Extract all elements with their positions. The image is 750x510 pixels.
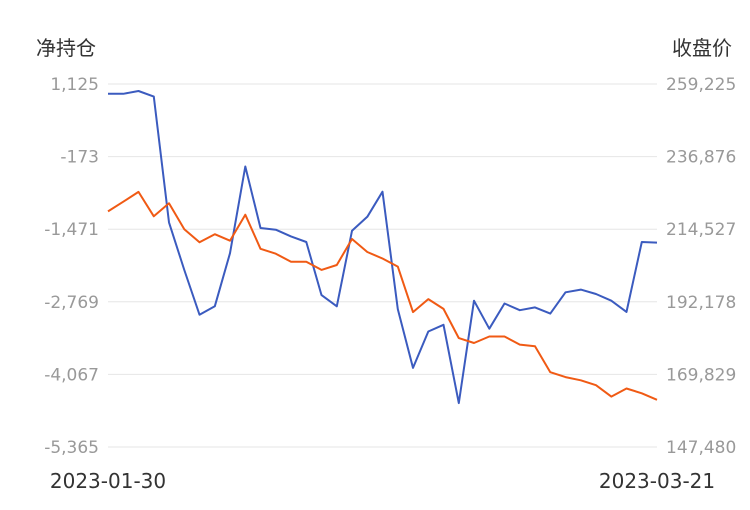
- left-axis-title: 净持仓: [36, 36, 96, 60]
- left-tick-label: -5,365: [44, 438, 99, 458]
- right-axis-title: 收盘价: [672, 36, 732, 60]
- right-tick-label: 192,178: [666, 293, 736, 313]
- gridlines: [108, 83, 657, 448]
- series-lines: [107, 90, 658, 405]
- x-end-label: 2023-03-21: [599, 469, 715, 493]
- right-tick-label: 236,876: [666, 148, 736, 168]
- left-tick-label: -2,769: [44, 293, 99, 313]
- right-axis-ticks: 259,225 236,876 214,527 192,178 169,829 147,4…: [666, 75, 736, 458]
- right-tick-label: 169,829: [666, 365, 736, 385]
- right-tick-label: 147,480: [666, 438, 736, 458]
- left-tick-label: -4,067: [44, 365, 99, 385]
- left-tick-label: -1,471: [44, 220, 99, 240]
- left-tick-label: 1,125: [50, 75, 99, 95]
- left-axis-ticks: 1,125 -173 -1,471 -2,769 -4,067 -5,365: [44, 75, 99, 458]
- left-tick-label: -173: [60, 148, 99, 168]
- right-tick-label: 259,225: [666, 75, 736, 95]
- close-price-line: [107, 190, 658, 401]
- net-position-line: [108, 90, 658, 405]
- x-start-label: 2023-01-30: [50, 469, 166, 493]
- right-tick-label: 214,527: [666, 220, 736, 240]
